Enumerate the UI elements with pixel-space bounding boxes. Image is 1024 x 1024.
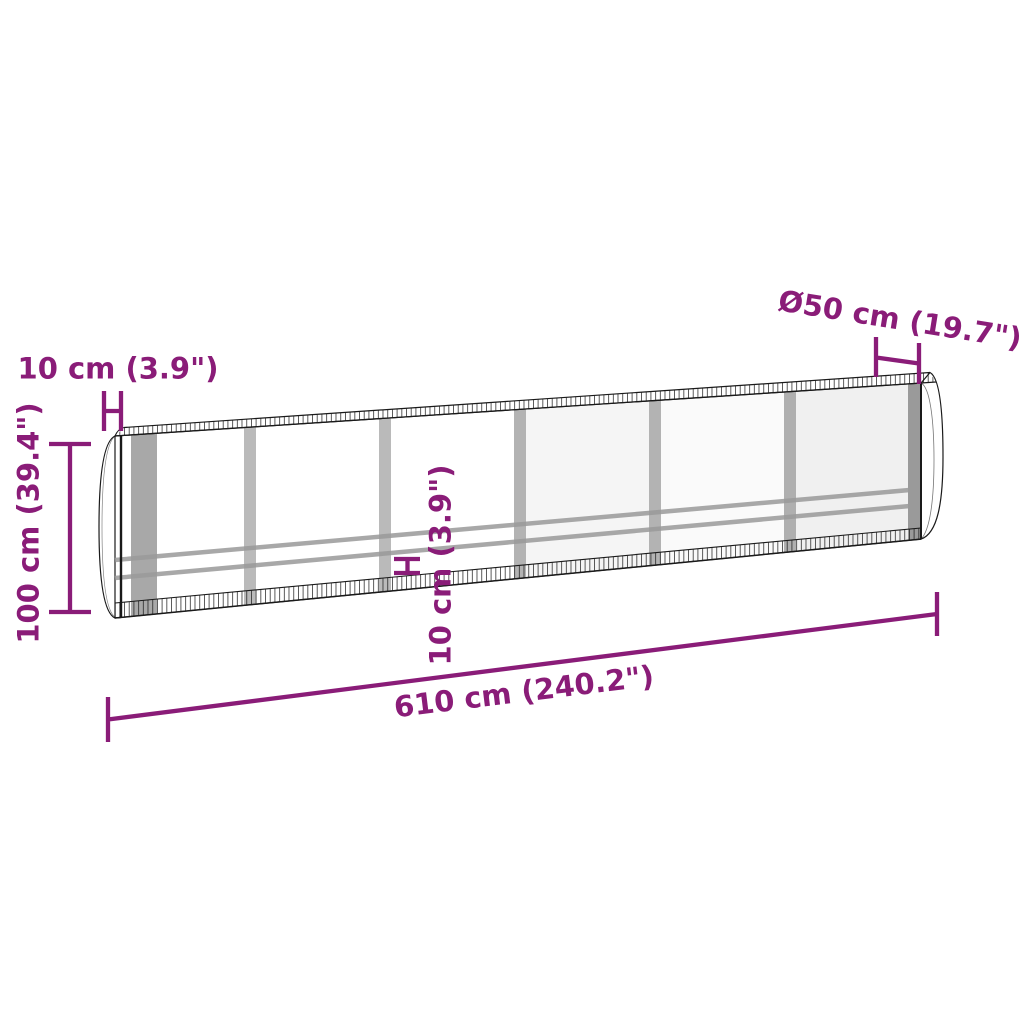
height-label: 100 cm (39.4") — [11, 402, 46, 644]
mesh-thickness-marker — [394, 556, 420, 576]
gabion-right-cap — [920, 371, 944, 540]
gabion-partitions — [131, 383, 920, 617]
gabion-wireframe — [98, 371, 944, 619]
length-dimension-line — [105, 592, 940, 742]
gabion-top-rim — [115, 372, 936, 436]
thickness-top-marker — [101, 391, 124, 431]
dimension-markers — [49, 337, 940, 742]
height-dimension-line — [49, 441, 91, 615]
mesh-thickness-label: 10 cm (3.9") — [423, 464, 458, 666]
diameter-dimension-line — [873, 337, 922, 384]
gabion-left-cap — [98, 434, 122, 619]
gabion-bottom-rim — [115, 528, 921, 618]
thickness-top-label: 10 cm (3.9") — [17, 351, 219, 386]
gabion-gray-wires — [114, 486, 922, 581]
